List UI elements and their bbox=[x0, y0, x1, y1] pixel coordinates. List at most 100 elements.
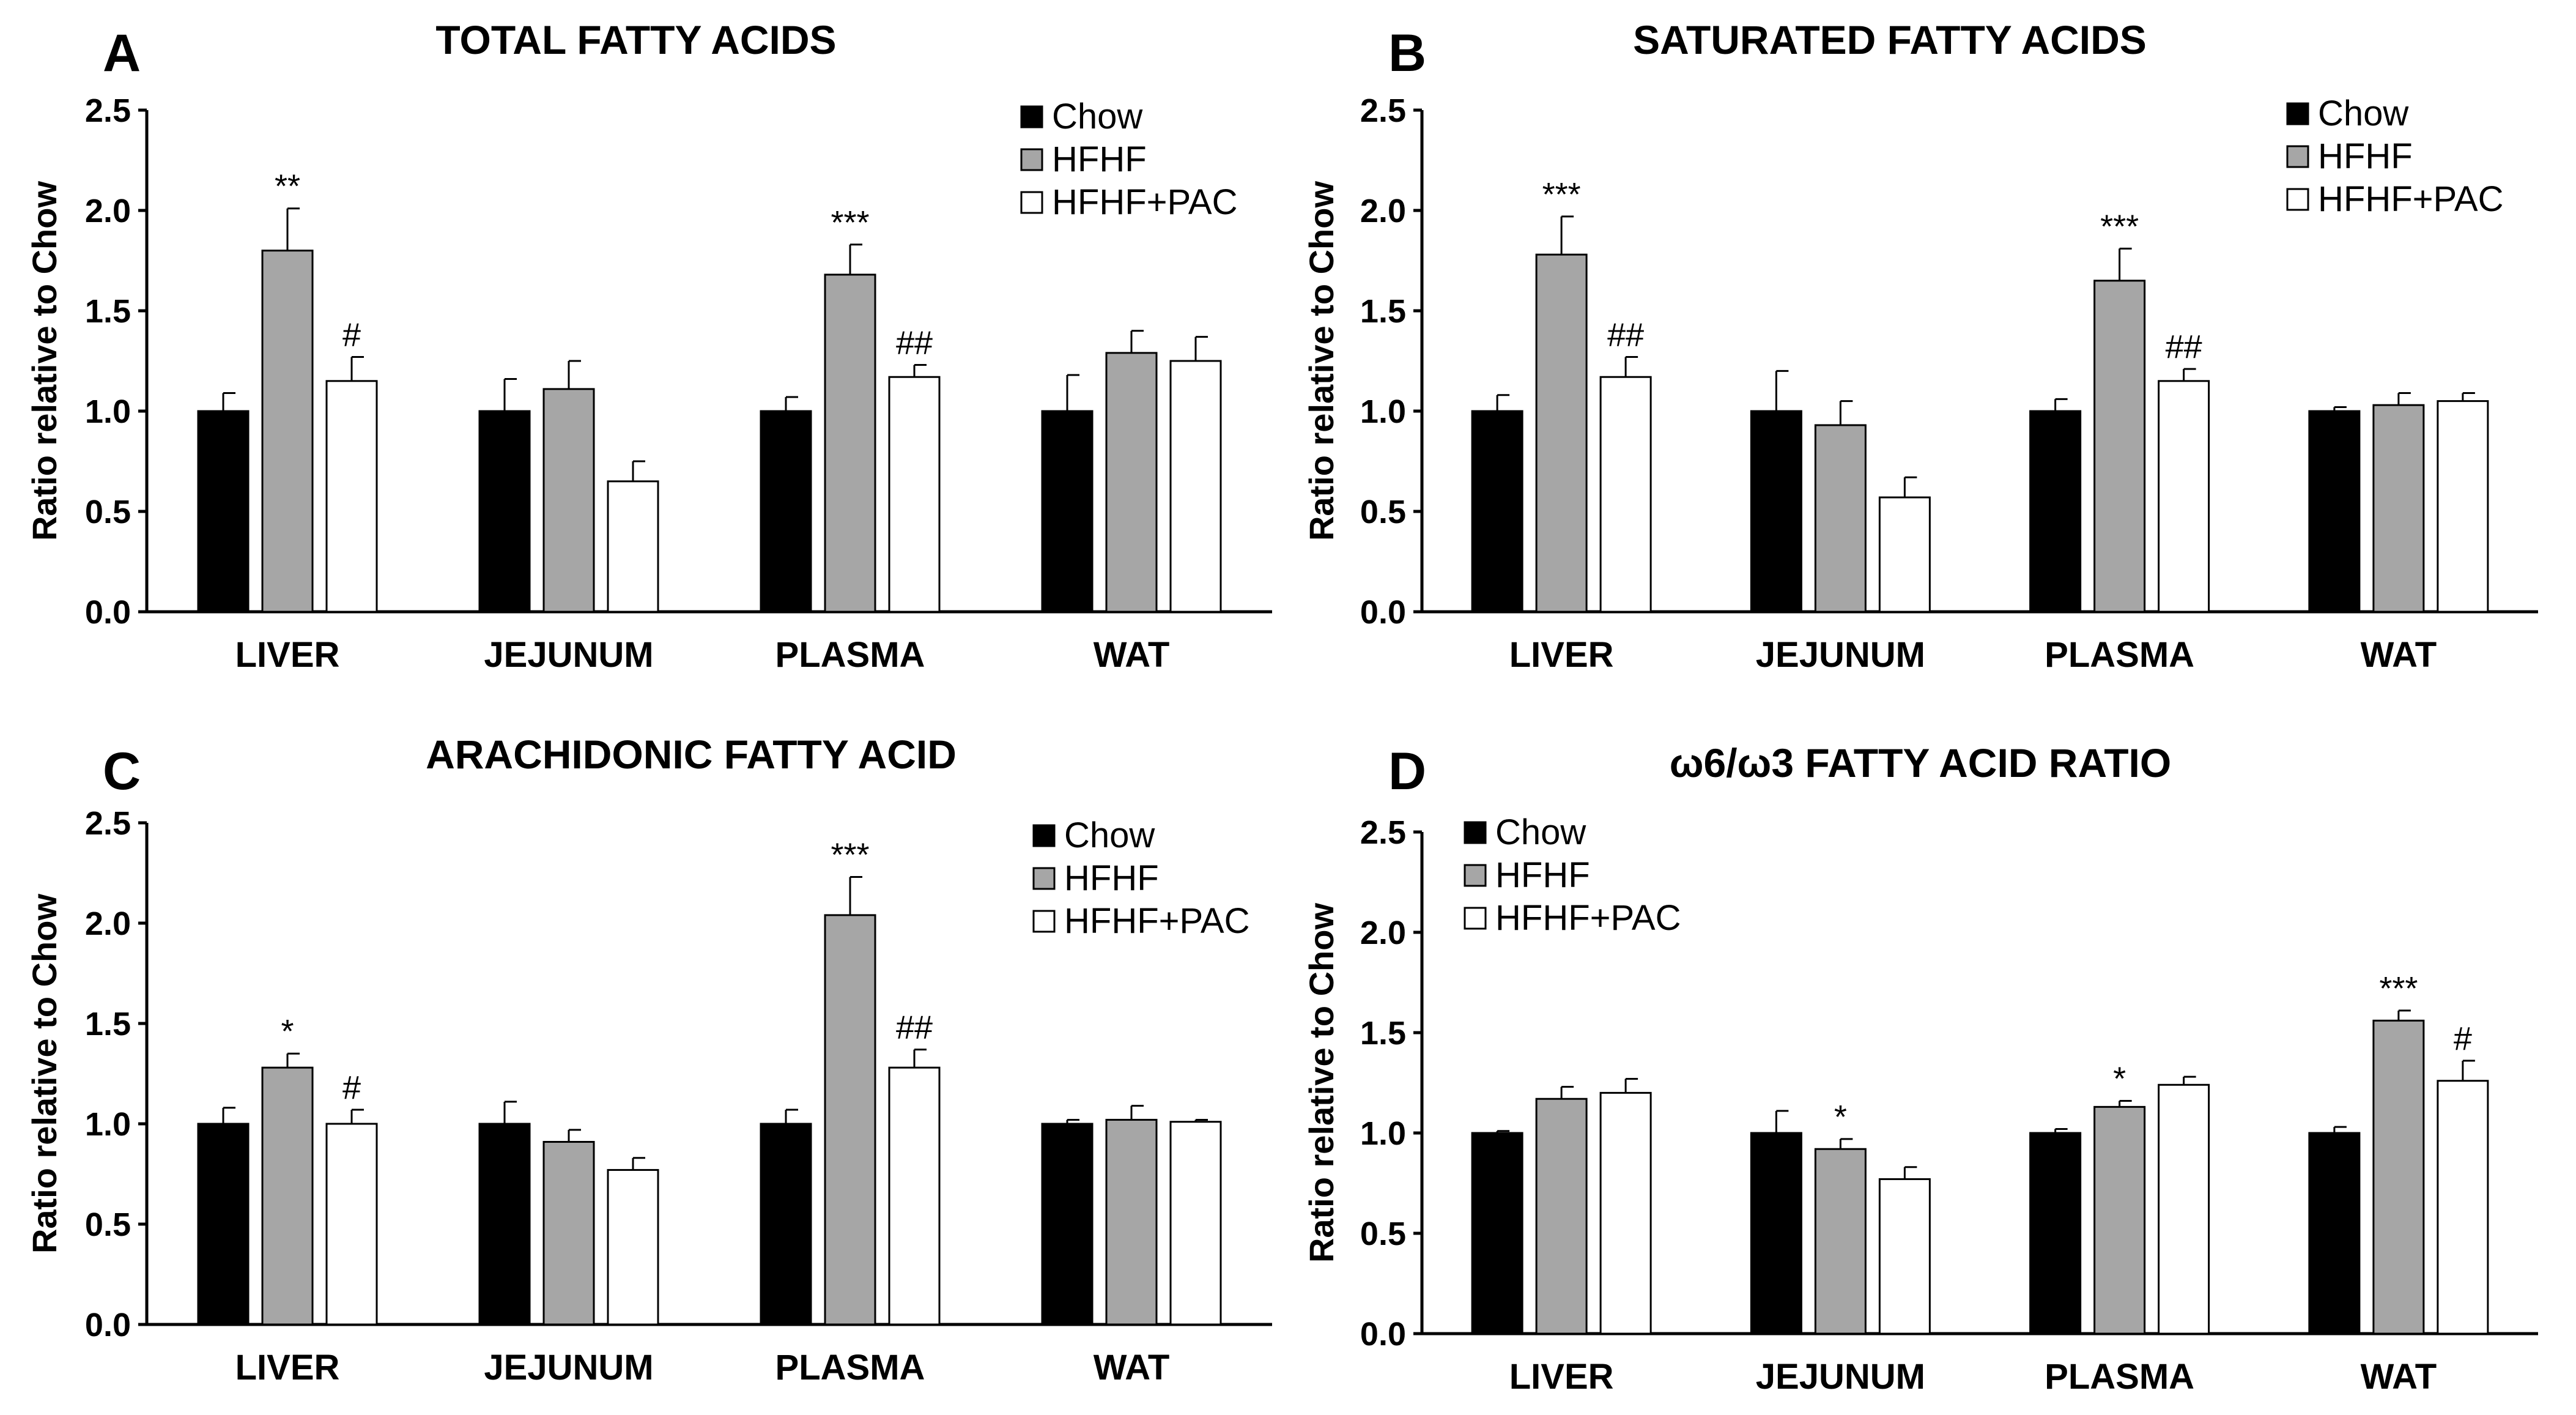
legend-swatch bbox=[2286, 145, 2309, 168]
legend-label: Chow bbox=[1052, 97, 1143, 136]
bar bbox=[1750, 1132, 1802, 1335]
significance-label: *** bbox=[2100, 208, 2139, 245]
y-tick-label: 1.5 bbox=[85, 293, 131, 330]
panel-a-title: TOTAL FATTY ACIDS bbox=[435, 17, 836, 62]
y-tick-label: 2.0 bbox=[85, 193, 131, 229]
bar bbox=[2158, 380, 2210, 613]
significance-label: ## bbox=[2166, 329, 2202, 365]
x-tick-label: PLASMA bbox=[775, 1348, 925, 1387]
bar bbox=[888, 1066, 941, 1326]
bar bbox=[760, 1123, 812, 1326]
legend-label: HFHF+PAC bbox=[1052, 182, 1237, 222]
bar bbox=[1041, 410, 1094, 613]
y-tick-label: 0.5 bbox=[85, 1206, 131, 1243]
significance-label: *** bbox=[2379, 970, 2418, 1007]
panel-d: D ω6/ω3 FATTY ACID RATIO 0.0 0.5 1.0 1.5 2.0… bbox=[1302, 740, 2538, 1397]
bar bbox=[1169, 1121, 1222, 1326]
bar bbox=[607, 1168, 659, 1326]
bar bbox=[542, 388, 595, 613]
y-tick-label: 2.0 bbox=[1360, 915, 1406, 951]
bar bbox=[2093, 1105, 2146, 1335]
panel-d-plot: 0.0 0.5 1.0 1.5 2.0 2.5 Ratio relative to Chow… bbox=[1302, 812, 2538, 1397]
bar bbox=[478, 410, 531, 613]
panel-letter-d: D bbox=[1388, 742, 1426, 801]
bar bbox=[1105, 1118, 1158, 1326]
x-tick-label: JEJUNUM bbox=[1756, 1357, 1925, 1397]
bar bbox=[1535, 1097, 1588, 1335]
panel-a: A TOTAL FATTY ACIDS 0.0 0.5 1.0 1.5 2.0 2.5 Ra… bbox=[25, 17, 1272, 675]
bar bbox=[760, 410, 812, 613]
bar bbox=[824, 914, 876, 1326]
legend-label: HFHF+PAC bbox=[1495, 898, 1681, 938]
panel-a-plot: 0.0 0.5 1.0 1.5 2.0 2.5 Ratio relative to Chow… bbox=[25, 92, 1272, 675]
bar bbox=[2308, 1132, 2361, 1335]
bar bbox=[1878, 1178, 1931, 1335]
x-tick-label: LIVER bbox=[1509, 1357, 1614, 1397]
significance-label: * bbox=[1834, 1099, 1847, 1135]
legend-label: Chow bbox=[1495, 812, 1586, 852]
x-tick-label: LIVER bbox=[235, 635, 340, 675]
x-tick-label: LIVER bbox=[235, 1348, 340, 1387]
bar bbox=[2093, 280, 2146, 613]
bar bbox=[1041, 1123, 1094, 1326]
bar bbox=[2158, 1083, 2210, 1335]
significance-label: *** bbox=[1542, 176, 1581, 213]
bar bbox=[542, 1141, 595, 1326]
y-tick-label: 2.5 bbox=[85, 92, 131, 129]
panel-letter-b: B bbox=[1388, 24, 1426, 83]
x-tick-label: JEJUNUM bbox=[1756, 635, 1925, 675]
significance-label: * bbox=[281, 1013, 294, 1050]
bar bbox=[824, 273, 876, 613]
bar bbox=[2029, 410, 2082, 613]
y-tick-label: 0.0 bbox=[85, 594, 131, 631]
bar bbox=[261, 1066, 314, 1326]
legend-label: Chow bbox=[1064, 815, 1155, 855]
y-axis-label: Ratio relative to Chow bbox=[1302, 903, 1341, 1263]
y-tick-label: 1.0 bbox=[1360, 1115, 1406, 1152]
legend-label: Chow bbox=[2318, 94, 2409, 133]
significance-label: ## bbox=[896, 1009, 933, 1046]
x-tick-label: PLASMA bbox=[775, 635, 925, 675]
panel-b: B SATURATED FATTY ACIDS 0.0 0.5 1.0 1.5 2.0 2… bbox=[1302, 17, 2538, 675]
legend-swatch bbox=[1020, 191, 1043, 214]
y-tick-label: 1.5 bbox=[1360, 293, 1406, 330]
bar bbox=[1471, 410, 1523, 613]
bar bbox=[1814, 424, 1867, 613]
y-tick-label: 0.5 bbox=[85, 494, 131, 530]
legend-swatch bbox=[1032, 867, 1056, 890]
y-tick-label: 2.5 bbox=[1360, 814, 1406, 851]
bar bbox=[197, 1123, 250, 1326]
bar bbox=[2372, 404, 2425, 613]
legend-swatch bbox=[1032, 910, 1056, 933]
legend-label: HFHF bbox=[1495, 855, 1590, 895]
y-axis-label: Ratio relative to Chow bbox=[1302, 181, 1341, 541]
bar bbox=[197, 410, 250, 613]
panel-letter-c: C bbox=[103, 742, 141, 801]
y-tick-label: 1.5 bbox=[85, 1006, 131, 1042]
panel-letter-a: A bbox=[103, 24, 141, 83]
y-tick-label: 2.5 bbox=[85, 805, 131, 842]
bar bbox=[2437, 1080, 2489, 1335]
significance-label: ** bbox=[275, 168, 300, 205]
panel-c-plot: 0.0 0.5 1.0 1.5 2.0 2.5 Ratio relative to Chow… bbox=[25, 805, 1272, 1387]
bar bbox=[325, 380, 378, 613]
x-tick-label: PLASMA bbox=[2045, 635, 2194, 675]
legend-swatch bbox=[1032, 824, 1056, 847]
panel-b-plot: 0.0 0.5 1.0 1.5 2.0 2.5 Ratio relative to Chow… bbox=[1302, 92, 2538, 675]
x-tick-label: LIVER bbox=[1509, 635, 1614, 675]
bar bbox=[2372, 1019, 2425, 1335]
bar bbox=[2029, 1132, 2082, 1335]
bar bbox=[1535, 253, 1588, 613]
panel-b-title: SATURATED FATTY ACIDS bbox=[1633, 17, 2147, 62]
x-tick-label: JEJUNUM bbox=[484, 1348, 653, 1387]
panel-c: C ARACHIDONIC FATTY ACID 0.0 0.5 1.0 1.5 2.0… bbox=[25, 732, 1272, 1387]
significance-label: ## bbox=[1607, 316, 1644, 353]
bar bbox=[1750, 410, 1802, 613]
legend-swatch bbox=[2286, 188, 2309, 211]
x-tick-label: WAT bbox=[1094, 635, 1170, 675]
bar bbox=[2308, 410, 2361, 613]
x-tick-label: PLASMA bbox=[2045, 1357, 2194, 1397]
panel-d-title: ω6/ω3 FATTY ACID RATIO bbox=[1670, 740, 2171, 785]
x-tick-label: WAT bbox=[2361, 1357, 2437, 1397]
